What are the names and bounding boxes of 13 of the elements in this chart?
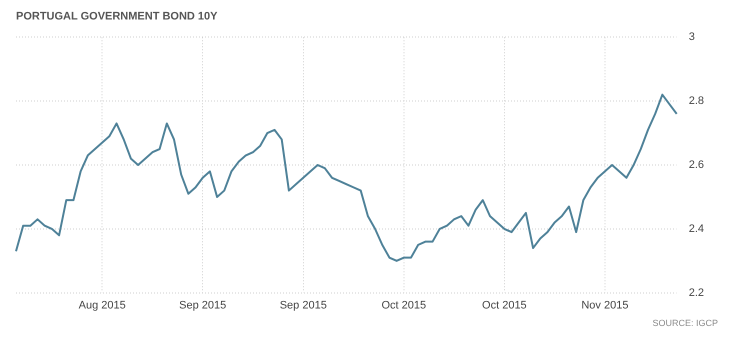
x-tick-label: Oct 2015 xyxy=(482,299,527,312)
y-tick-label: 3 xyxy=(688,31,695,44)
x-tick-label: Oct 2015 xyxy=(381,299,426,312)
x-tick-label: Sep 2015 xyxy=(280,299,327,312)
y-tick-label: 2.2 xyxy=(688,286,704,299)
x-tick-label: Nov 2015 xyxy=(581,299,628,312)
x-tick-label: Aug 2015 xyxy=(78,299,126,312)
y-tick-label: 2.4 xyxy=(688,222,704,235)
x-tick-label: Sep 2015 xyxy=(179,299,226,312)
y-tick-label: 2.8 xyxy=(688,95,704,108)
y-tick-label: 2.6 xyxy=(688,159,704,172)
chart-title: PORTUGAL GOVERNMENT BOND 10Y xyxy=(16,10,218,23)
source-note: SOURCE: IGCP xyxy=(652,318,718,328)
